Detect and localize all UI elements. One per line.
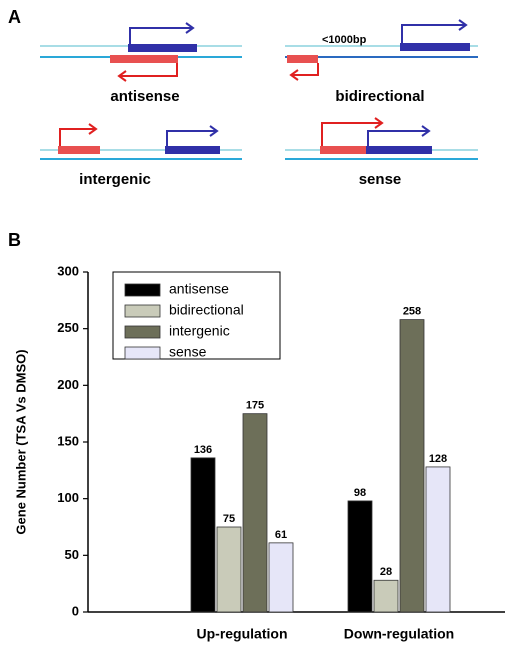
legend-label: intergenic xyxy=(169,323,230,339)
legend-swatch xyxy=(124,325,161,339)
arrow xyxy=(367,130,428,146)
value-label: 98 xyxy=(354,487,366,499)
arrow xyxy=(120,63,178,77)
arrow xyxy=(59,128,95,146)
arrow xyxy=(292,63,319,76)
gene-box xyxy=(366,146,432,154)
x-tick-label: Down-regulation xyxy=(344,626,454,642)
bar xyxy=(373,579,399,613)
gene-box xyxy=(400,43,470,51)
legend-swatch xyxy=(124,304,161,318)
diagram-sense: sense xyxy=(285,117,478,188)
diagram-label: sense xyxy=(359,171,402,188)
x-tick-label: Up-regulation xyxy=(197,626,288,642)
bar xyxy=(216,526,242,613)
gene-box xyxy=(110,55,178,63)
arrowhead xyxy=(88,123,98,135)
arrow xyxy=(321,122,381,146)
bar xyxy=(190,457,216,613)
value-label: 61 xyxy=(275,529,287,541)
y-tick-label: 50 xyxy=(65,547,79,562)
y-axis-label: Gene Number (TSA Vs DMSO) xyxy=(13,349,28,534)
panel-label: A xyxy=(8,7,21,27)
arrowhead xyxy=(289,69,299,81)
bar xyxy=(268,542,294,613)
gene-box xyxy=(165,146,220,154)
diagram-label: antisense xyxy=(110,88,179,105)
gene-box xyxy=(58,146,100,154)
value-label: 136 xyxy=(194,444,212,456)
arrowhead xyxy=(374,117,384,129)
panel-label: B xyxy=(8,230,21,250)
diagram-label: intergenic xyxy=(79,171,151,188)
bar xyxy=(242,413,268,613)
bar xyxy=(399,319,425,613)
diagram-label: bidirectional xyxy=(335,88,424,105)
legend-label: bidirectional xyxy=(169,302,244,318)
bar xyxy=(347,500,373,613)
diagram-intergenic: intergenic xyxy=(40,123,242,188)
arrow xyxy=(166,130,216,146)
y-tick-label: 300 xyxy=(57,263,79,278)
bar xyxy=(425,466,451,613)
annotation: <1000bp xyxy=(322,34,367,46)
legend-swatch xyxy=(124,346,161,360)
y-tick-label: 150 xyxy=(57,433,79,448)
arrow xyxy=(401,24,465,43)
value-label: 175 xyxy=(246,400,264,412)
y-tick-label: 250 xyxy=(57,320,79,335)
gene-box xyxy=(320,146,382,154)
arrowhead xyxy=(117,70,127,82)
arrowhead xyxy=(458,19,468,31)
legend-label: sense xyxy=(169,344,207,360)
legend-swatch xyxy=(124,283,161,297)
arrow xyxy=(129,27,192,44)
value-label: 75 xyxy=(223,513,235,525)
arrowhead xyxy=(421,125,431,137)
y-tick-label: 100 xyxy=(57,490,79,505)
gene-box xyxy=(287,55,318,63)
diagram-antisense: antisense xyxy=(40,22,242,105)
arrowhead xyxy=(209,125,219,137)
value-label: 258 xyxy=(403,306,421,318)
diagram-bidirectional: <1000bp bidirectional xyxy=(285,19,478,105)
legend-label: antisense xyxy=(169,281,229,297)
y-tick-label: 0 xyxy=(72,603,79,618)
y-tick-label: 200 xyxy=(57,377,79,392)
gene-box xyxy=(128,44,197,52)
arrowhead xyxy=(185,22,195,34)
value-label: 128 xyxy=(429,453,447,465)
value-label: 28 xyxy=(380,566,392,578)
